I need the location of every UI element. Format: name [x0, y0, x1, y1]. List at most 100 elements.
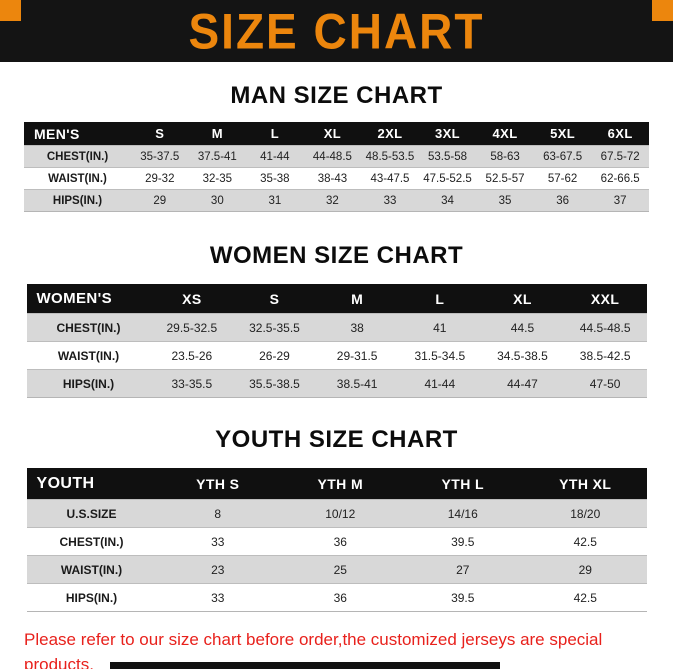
size-value: 37.5-41 [188, 145, 247, 168]
size-column-header: 5XL [533, 122, 592, 146]
size-value: 42.5 [524, 527, 647, 556]
size-value: 36 [279, 583, 402, 612]
size-column-header: M [315, 284, 399, 314]
size-value: 30 [188, 189, 247, 212]
size-value: 29 [131, 189, 189, 212]
size-column-header: XS [150, 284, 234, 314]
size-value: 43-47.5 [361, 167, 419, 190]
row-label: HIPS(IN.) [26, 369, 151, 398]
row-label: HIPS(IN.) [24, 189, 131, 212]
size-value: 52.5-57 [476, 167, 534, 190]
size-value: 33 [156, 527, 279, 556]
size-value: 57-62 [533, 167, 592, 190]
size-value: 33 [156, 583, 279, 612]
size-value: 8 [156, 499, 279, 528]
size-value: 31.5-34.5 [398, 341, 482, 370]
footer-disclaimer-line1: Please refer to our size chart before or… [24, 630, 603, 669]
size-value: 31 [246, 189, 304, 212]
size-value: 37 [591, 189, 649, 212]
table-row: WAIST(IN.) 29-32 32-35 35-38 38-43 43-47.5 47.… [24, 167, 649, 190]
size-column-header: XL [303, 122, 362, 146]
size-value: 29 [524, 555, 647, 584]
table-corner-header: WOMEN'S [26, 284, 151, 314]
size-value: 35.5-38.5 [233, 369, 316, 398]
size-column-header: YTH XL [524, 468, 647, 500]
size-value: 47.5-52.5 [418, 167, 477, 190]
size-value: 34 [418, 189, 477, 212]
size-value: 33-35.5 [150, 369, 234, 398]
table-row: CHEST(IN.) 29.5-32.5 32.5-35.5 38 41 44.5 44.5… [26, 313, 647, 342]
size-value: 47-50 [563, 369, 647, 398]
size-column-header: XL [481, 284, 564, 314]
size-column-header: 3XL [418, 122, 477, 146]
size-value: 29-31.5 [315, 341, 399, 370]
orange-corner-square-top-right [652, 0, 673, 21]
size-column-header: XXL [563, 284, 647, 314]
table-header-row: MEN'S S M L XL 2XL 3XL 4XL 5XL 6XL [24, 122, 649, 146]
row-label: HIPS(IN.) [26, 583, 157, 612]
size-value: 39.5 [401, 583, 524, 612]
banner-title: SIZE CHART [188, 2, 485, 60]
size-column-header: YTH L [401, 468, 524, 500]
size-value: 48.5-53.5 [361, 145, 419, 168]
size-value: 41 [398, 313, 482, 342]
size-value: 35-38 [246, 167, 304, 190]
size-value: 39.5 [401, 527, 524, 556]
size-value: 35-37.5 [131, 145, 189, 168]
youth-section-heading: YOUTH SIZE CHART [215, 426, 458, 453]
size-value: 10/12 [279, 499, 402, 528]
size-value: 41-44 [398, 369, 482, 398]
size-value: 33 [361, 189, 419, 212]
table-header-row: WOMEN'S XS S M L XL XXL [26, 284, 647, 314]
size-value: 38-43 [303, 167, 362, 190]
youth-size-table: YOUTH YTH S YTH M YTH L YTH XL U.S.SIZE 8 10/12… [26, 468, 647, 612]
footer-disclaimer: Please refer to our size chart before or… [0, 628, 673, 669]
size-value: 41-44 [246, 145, 304, 168]
table-row: HIPS(IN.) 33 36 39.5 42.5 [26, 583, 647, 612]
size-value: 14/16 [401, 499, 524, 528]
row-label: CHEST(IN.) [24, 145, 131, 168]
table-corner-header: YOUTH [26, 468, 157, 500]
table-header-row: YOUTH YTH S YTH M YTH L YTH XL [26, 468, 647, 500]
men-section-heading: MAN SIZE CHART [230, 82, 443, 109]
table-row: HIPS(IN.) 33-35.5 35.5-38.5 38.5-41 41-44 44-… [26, 369, 647, 398]
bottom-black-bar [110, 662, 500, 669]
size-value: 58-63 [476, 145, 534, 168]
size-value: 38.5-41 [315, 369, 399, 398]
size-value: 36 [279, 527, 402, 556]
table-row: CHEST(IN.) 35-37.5 37.5-41 41-44 44-48.5 48.5… [24, 145, 649, 168]
size-column-header: YTH M [279, 468, 402, 500]
table-row: HIPS(IN.) 29 30 31 32 33 34 35 36 37 [24, 189, 649, 212]
size-value: 18/20 [524, 499, 647, 528]
size-chart-banner: SIZE CHART [0, 0, 673, 62]
table-row: WAIST(IN.) 23 25 27 29 [26, 555, 647, 584]
size-value: 36 [533, 189, 592, 212]
size-value: 44.5 [481, 313, 564, 342]
women-size-table: WOMEN'S XS S M L XL XXL CHEST(IN.) 29.5-32.5 32.5… [26, 284, 647, 398]
size-value: 27 [401, 555, 524, 584]
men-size-table: MEN'S S M L XL 2XL 3XL 4XL 5XL 6XL CHEST(IN.) 35-37… [24, 122, 649, 212]
size-value: 32.5-35.5 [233, 313, 316, 342]
size-column-header: M [188, 122, 247, 146]
size-value: 42.5 [524, 583, 647, 612]
size-value: 34.5-38.5 [481, 341, 564, 370]
size-value: 29.5-32.5 [150, 313, 234, 342]
size-column-header: L [246, 122, 304, 146]
size-value: 23.5-26 [150, 341, 234, 370]
orange-corner-square-top-left [0, 0, 21, 21]
size-value: 44-48.5 [303, 145, 362, 168]
size-value: 25 [279, 555, 402, 584]
size-value: 32 [303, 189, 362, 212]
row-label: U.S.SIZE [26, 499, 157, 528]
row-label: CHEST(IN.) [26, 313, 151, 342]
row-label: WAIST(IN.) [24, 167, 131, 190]
size-value: 26-29 [233, 341, 316, 370]
size-column-header: 4XL [476, 122, 534, 146]
size-value: 23 [156, 555, 279, 584]
size-column-header: S [233, 284, 316, 314]
table-row: WAIST(IN.) 23.5-26 26-29 29-31.5 31.5-34.5 34… [26, 341, 647, 370]
size-column-header: 2XL [361, 122, 419, 146]
size-column-header: YTH S [156, 468, 279, 500]
size-column-header: 6XL [591, 122, 649, 146]
